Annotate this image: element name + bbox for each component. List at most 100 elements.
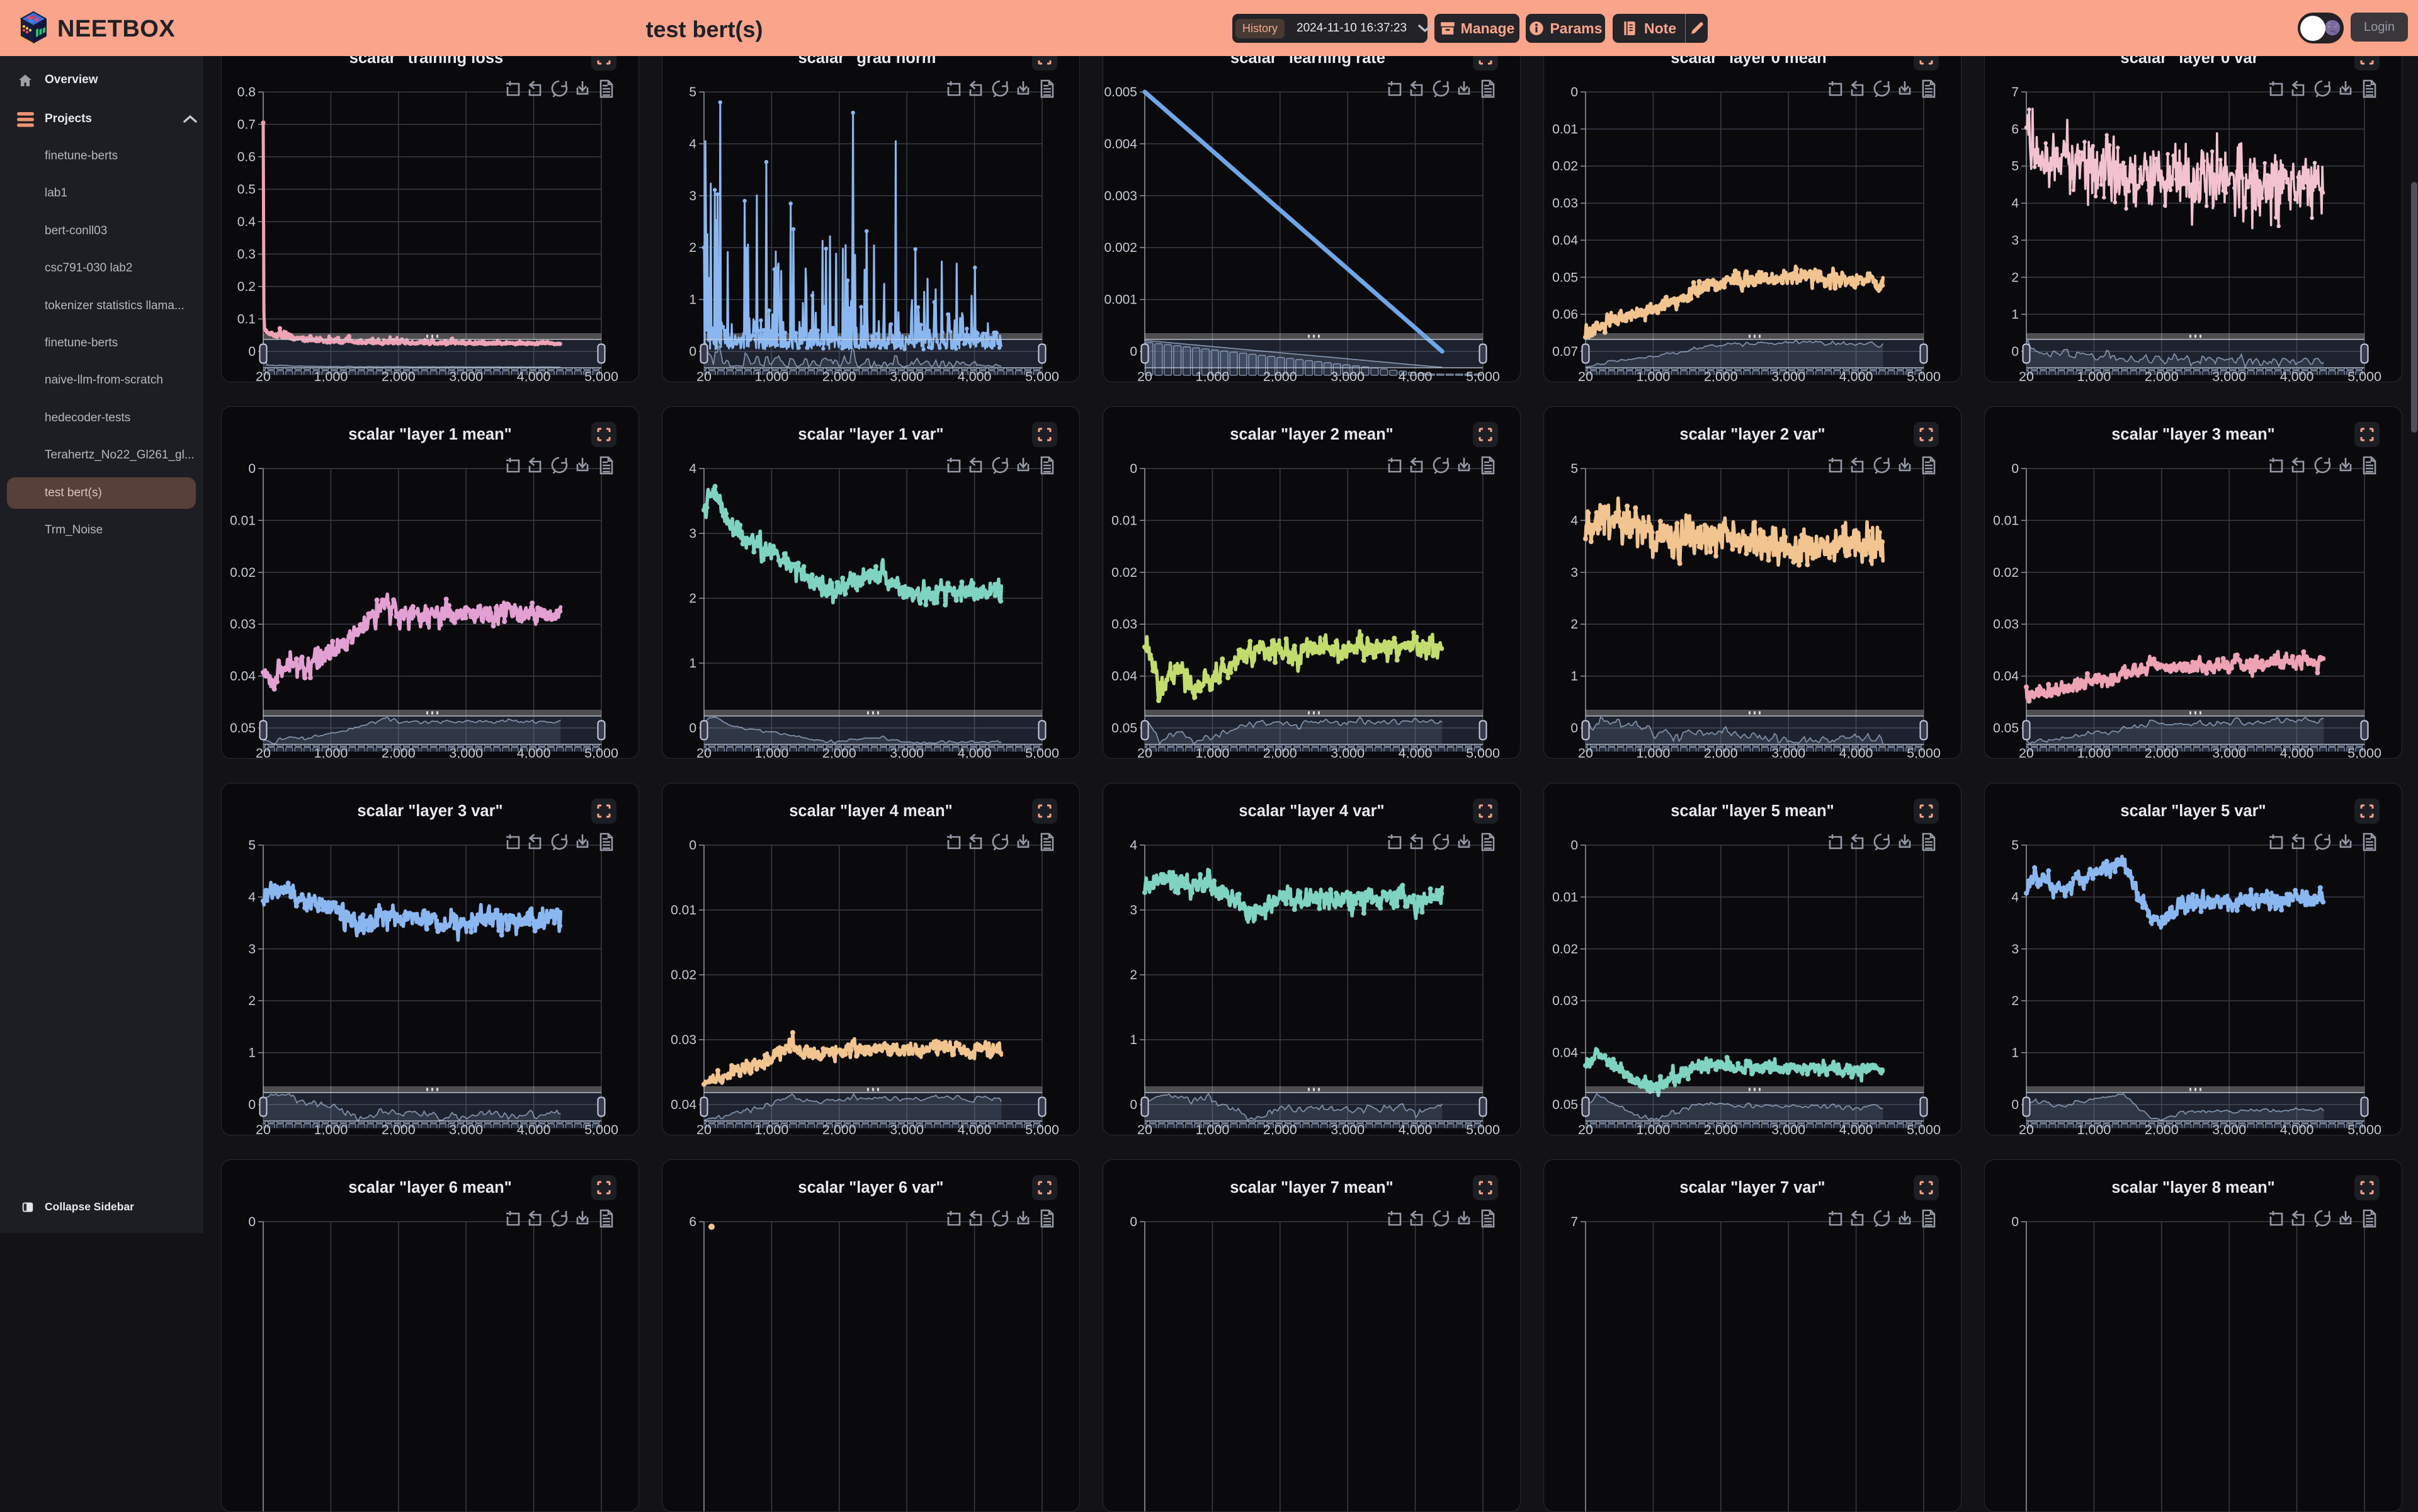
svg-text:0.003: 0.003	[1104, 189, 1137, 203]
svg-text:5,000: 5,000	[1466, 369, 1500, 382]
svg-text:3: 3	[2011, 233, 2019, 247]
svg-text:5: 5	[248, 838, 256, 853]
svg-text:0.02: 0.02	[1111, 566, 1137, 580]
svg-text:1: 1	[248, 1046, 256, 1060]
svg-text:1,000: 1,000	[1636, 746, 1670, 759]
svg-text:3,000: 3,000	[1771, 1122, 1805, 1135]
svg-text:0.03: 0.03	[671, 1033, 696, 1047]
svg-text:2,000: 2,000	[1263, 1122, 1297, 1135]
svg-text:4,000: 4,000	[517, 369, 551, 382]
svg-text:20: 20	[2019, 1122, 2034, 1135]
svg-text:0.001: 0.001	[1104, 293, 1137, 307]
svg-text:6: 6	[2011, 122, 2019, 137]
svg-text:0.04: 0.04	[671, 1098, 696, 1112]
svg-text:3: 3	[689, 526, 696, 541]
svg-text:5,000: 5,000	[1907, 1122, 1941, 1135]
svg-text:2: 2	[2011, 270, 2019, 285]
svg-text:1,000: 1,000	[314, 369, 348, 382]
svg-text:5,000: 5,000	[2347, 746, 2381, 759]
svg-text:0.02: 0.02	[671, 968, 696, 982]
svg-text:0.02: 0.02	[1552, 942, 1578, 957]
svg-text:1,000: 1,000	[754, 1122, 788, 1135]
svg-text:2: 2	[2011, 994, 2019, 1008]
svg-text:5,000: 5,000	[1907, 369, 1941, 382]
svg-text:0.05: 0.05	[230, 721, 256, 736]
svg-text:20: 20	[1578, 746, 1593, 759]
svg-text:1,000: 1,000	[1195, 369, 1229, 382]
svg-text:0: 0	[1130, 1215, 1137, 1229]
svg-text:4,000: 4,000	[517, 746, 551, 759]
svg-text:5,000: 5,000	[1025, 746, 1059, 759]
svg-text:3,000: 3,000	[449, 1122, 483, 1135]
svg-text:3,000: 3,000	[2212, 746, 2246, 759]
svg-text:5: 5	[689, 85, 696, 99]
svg-text:4,000: 4,000	[2280, 746, 2314, 759]
svg-text:0: 0	[1570, 721, 1578, 736]
svg-text:1,000: 1,000	[1636, 369, 1670, 382]
svg-text:1,000: 1,000	[314, 1122, 348, 1135]
svg-text:2,000: 2,000	[1704, 746, 1738, 759]
svg-text:0.01: 0.01	[1552, 890, 1578, 904]
svg-text:4: 4	[2011, 890, 2019, 904]
svg-text:0: 0	[2011, 344, 2019, 359]
svg-text:4: 4	[2011, 196, 2019, 211]
svg-text:20: 20	[1137, 746, 1152, 759]
svg-text:0: 0	[2011, 1098, 2019, 1112]
svg-text:1: 1	[1130, 1033, 1137, 1047]
svg-text:5,000: 5,000	[584, 746, 618, 759]
svg-text:0.2: 0.2	[237, 280, 256, 294]
svg-text:7: 7	[2011, 85, 2019, 99]
svg-text:4: 4	[248, 890, 256, 904]
svg-text:3,000: 3,000	[2212, 1122, 2246, 1135]
svg-text:0: 0	[1130, 462, 1137, 476]
svg-text:0.04: 0.04	[230, 669, 256, 684]
svg-text:2,000: 2,000	[1263, 746, 1297, 759]
svg-text:2,000: 2,000	[822, 746, 856, 759]
svg-text:4,000: 4,000	[958, 369, 992, 382]
svg-text:1: 1	[689, 293, 696, 307]
svg-text:1: 1	[2011, 307, 2019, 322]
svg-text:0.03: 0.03	[1111, 617, 1137, 632]
svg-text:0.02: 0.02	[230, 566, 256, 580]
svg-text:0.05: 0.05	[1111, 721, 1137, 736]
svg-text:0.04: 0.04	[1552, 233, 1578, 247]
svg-text:3,000: 3,000	[449, 369, 483, 382]
svg-text:20: 20	[2019, 369, 2034, 382]
svg-text:0.3: 0.3	[237, 247, 256, 262]
svg-text:20: 20	[696, 746, 712, 759]
svg-text:3,000: 3,000	[2212, 369, 2246, 382]
svg-text:4,000: 4,000	[517, 1122, 551, 1135]
svg-text:0.7: 0.7	[237, 118, 256, 132]
svg-text:2: 2	[689, 591, 696, 606]
svg-text:0.6: 0.6	[237, 150, 256, 164]
svg-text:0: 0	[248, 344, 256, 359]
svg-text:0.5: 0.5	[237, 183, 256, 197]
svg-text:1: 1	[689, 656, 696, 671]
svg-text:0.03: 0.03	[1993, 617, 2019, 632]
svg-text:5,000: 5,000	[1025, 369, 1059, 382]
svg-text:0: 0	[2011, 1215, 2019, 1229]
svg-text:0.02: 0.02	[1552, 159, 1578, 174]
svg-text:0: 0	[2011, 462, 2019, 476]
svg-text:0.05: 0.05	[1552, 1098, 1578, 1112]
svg-text:0.01: 0.01	[1552, 122, 1578, 137]
svg-text:0.05: 0.05	[1552, 270, 1578, 285]
svg-text:0: 0	[1130, 344, 1137, 359]
svg-text:5,000: 5,000	[1025, 1122, 1059, 1135]
svg-text:20: 20	[256, 1122, 271, 1135]
svg-text:2,000: 2,000	[2145, 369, 2179, 382]
svg-text:4,000: 4,000	[1839, 1122, 1873, 1135]
svg-text:3: 3	[689, 189, 696, 203]
svg-text:5,000: 5,000	[584, 1122, 618, 1135]
svg-text:4,000: 4,000	[2280, 369, 2314, 382]
svg-text:3,000: 3,000	[1331, 369, 1365, 382]
svg-text:4,000: 4,000	[1399, 369, 1433, 382]
svg-text:2: 2	[1570, 617, 1578, 632]
svg-text:3,000: 3,000	[449, 746, 483, 759]
svg-text:0.04: 0.04	[1552, 1046, 1578, 1060]
svg-text:1,000: 1,000	[2077, 369, 2111, 382]
svg-text:1,000: 1,000	[1195, 1122, 1229, 1135]
svg-text:5,000: 5,000	[2347, 369, 2381, 382]
svg-text:2,000: 2,000	[382, 746, 416, 759]
svg-text:0.04: 0.04	[1111, 669, 1137, 684]
